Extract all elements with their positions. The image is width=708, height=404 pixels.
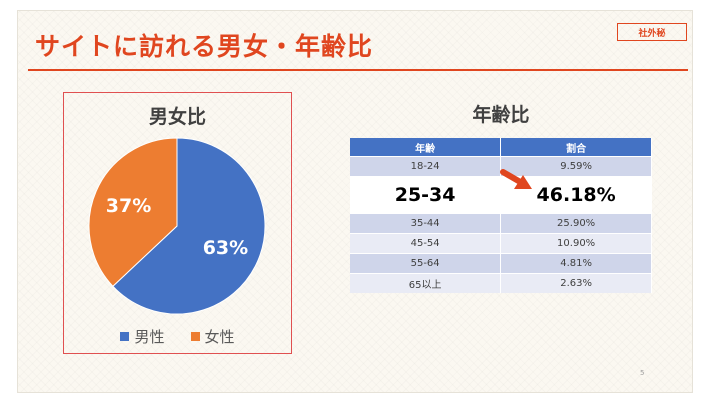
gender-legend: 男性 女性: [64, 326, 291, 347]
title-divider: [28, 69, 688, 71]
table-row: 55-64 4.81%: [350, 253, 652, 274]
table-header-row: 年齢 割合: [350, 138, 652, 157]
pie-slice-female: [88, 137, 178, 287]
age-share-cell: 4.81%: [500, 253, 652, 274]
gender-chart-title: 男女比: [148, 106, 206, 128]
age-ratio-table: 年齢 割合 18-24 9.59% 25-34 46.18% 35-44 25.…: [350, 138, 652, 293]
gender-pie-chart: 63% 37%: [88, 137, 266, 315]
page-number: 5: [640, 369, 645, 377]
slide-title: サイトに訪れる男女・年齢比: [35, 32, 374, 61]
age-range-cell: 55-64: [350, 253, 502, 274]
legend-item-female: 女性: [190, 326, 235, 347]
age-share-cell: 9.59%: [500, 156, 652, 177]
age-range-cell: 35-44: [350, 213, 502, 234]
legend-swatch-female: [190, 332, 200, 341]
age-share-cell: 10.90%: [500, 233, 652, 254]
legend-swatch-male: [120, 332, 130, 341]
table-row: 18-24 9.59%: [350, 156, 652, 177]
confidential-badge: 社外秘: [617, 23, 687, 41]
age-range-cell: 25-34: [350, 176, 502, 214]
column-header-share: 割合: [500, 138, 652, 157]
legend-label-female: 女性: [204, 328, 235, 346]
age-range-cell: 45-54: [350, 233, 502, 254]
table-row: 65以上 2.63%: [350, 273, 652, 293]
age-share-cell: 25.90%: [500, 213, 652, 234]
highlight-arrow-icon: [500, 169, 532, 189]
column-header-age: 年齢: [350, 138, 502, 157]
table-row: 35-44 25.90%: [350, 213, 652, 234]
gender-ratio-panel: 男女比 63% 37% 男性 女性: [63, 92, 292, 354]
legend-item-male: 男性: [120, 326, 165, 347]
table-row: 45-54 10.90%: [350, 233, 652, 254]
pie-data-label-female: 37%: [106, 195, 151, 217]
table-row-highlight: 25-34 46.18%: [350, 176, 652, 214]
age-share-cell: 2.63%: [500, 273, 652, 293]
age-range-cell: 18-24: [350, 156, 502, 177]
pie-data-label-male: 63%: [203, 237, 248, 259]
legend-label-male: 男性: [134, 328, 165, 346]
age-chart-title: 年齢比: [472, 104, 530, 126]
pie-slice-male: [112, 137, 266, 315]
age-range-cell: 65以上: [350, 273, 502, 293]
